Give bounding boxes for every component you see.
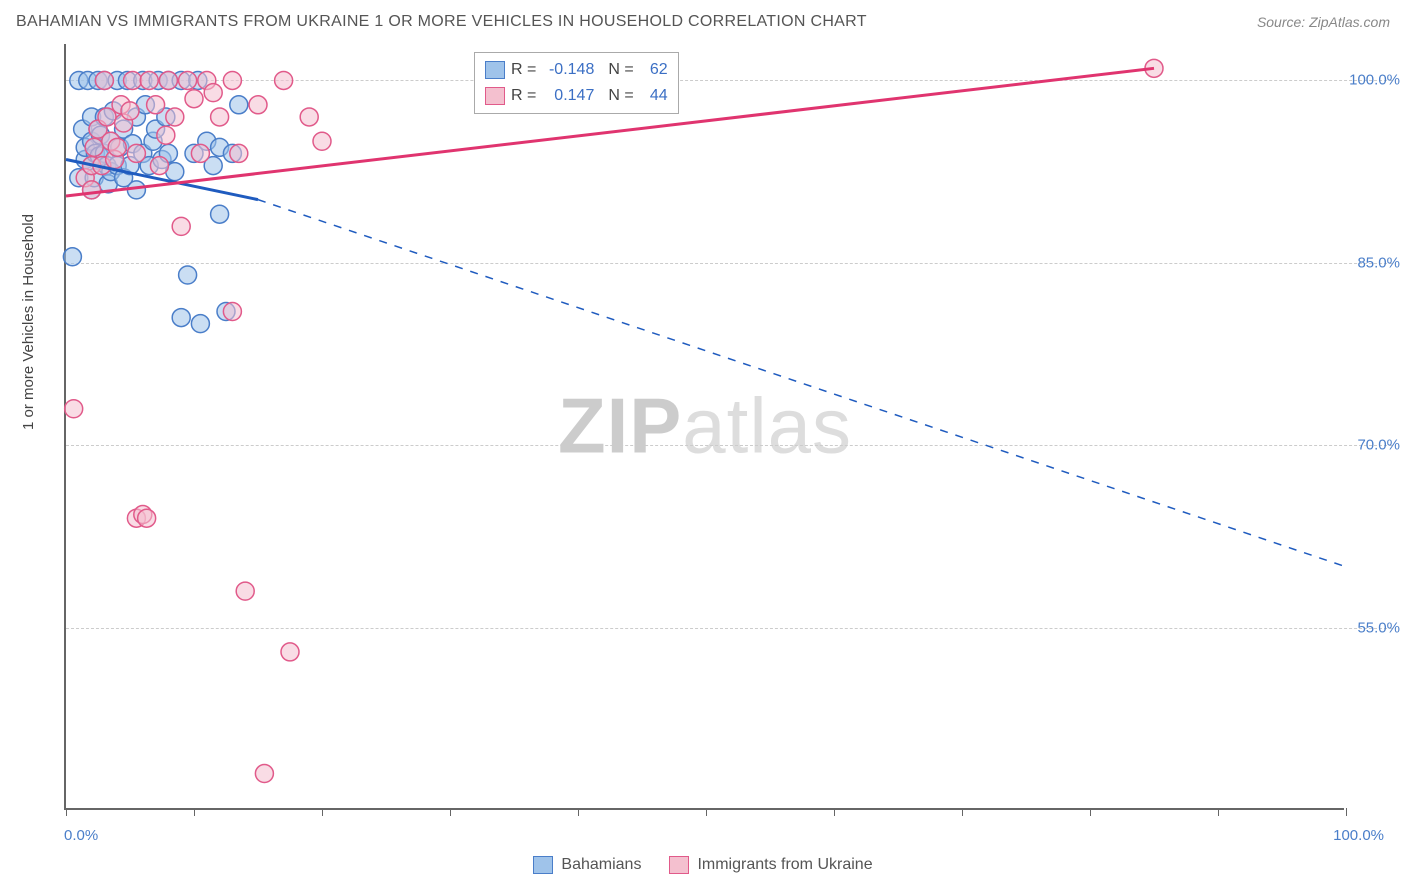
stats-row: R = -0.148 N = 62 <box>485 57 668 83</box>
stats-row: R = 0.147 N = 44 <box>485 83 668 109</box>
scatter-point <box>179 266 197 284</box>
scatter-point <box>147 96 165 114</box>
x-tick <box>322 808 323 816</box>
scatter-point <box>313 132 331 150</box>
x-tick <box>706 808 707 816</box>
scatter-point <box>236 582 254 600</box>
scatter-point <box>275 71 293 89</box>
legend-item: Bahamians <box>533 856 641 874</box>
scatter-point <box>211 205 229 223</box>
scatter-point <box>172 309 190 327</box>
scatter-point <box>166 108 184 126</box>
stat-r-label: R = <box>511 87 536 105</box>
scatter-point <box>140 71 158 89</box>
stat-r-value: -0.148 <box>542 61 594 79</box>
x-tick <box>578 808 579 816</box>
x-tick <box>1218 808 1219 816</box>
legend-swatch <box>485 87 505 105</box>
scatter-point <box>65 400 83 418</box>
scatter-point <box>204 84 222 102</box>
legend: Bahamians Immigrants from Ukraine <box>0 856 1406 874</box>
stat-n-value: 62 <box>640 61 668 79</box>
y-tick-label: 85.0% <box>1357 254 1400 271</box>
legend-label: Immigrants from Ukraine <box>697 856 872 874</box>
y-axis-title: 1 or more Vehicles in Household <box>20 214 37 430</box>
scatter-point <box>230 96 248 114</box>
x-tick <box>66 808 67 816</box>
scatter-point <box>185 90 203 108</box>
trend-line-extrapolated <box>258 200 1346 567</box>
x-tick <box>962 808 963 816</box>
scatter-point <box>230 144 248 162</box>
scatter-point <box>223 302 241 320</box>
x-tick <box>194 808 195 816</box>
scatter-point <box>281 643 299 661</box>
x-tick <box>834 808 835 816</box>
scatter-point <box>124 71 142 89</box>
source-label: Source: ZipAtlas.com <box>1257 14 1390 30</box>
chart-area: ZIPatlas 100.0%85.0%70.0%55.0% R =-0.148… <box>64 44 1344 810</box>
stat-n-value: 44 <box>640 87 668 105</box>
scatter-point <box>138 509 156 527</box>
legend-item: Immigrants from Ukraine <box>669 856 872 874</box>
scatter-point <box>249 96 267 114</box>
page-title: BAHAMIAN VS IMMIGRANTS FROM UKRAINE 1 OR… <box>16 13 867 31</box>
x-tick <box>1090 808 1091 816</box>
scatter-point <box>83 181 101 199</box>
legend-label: Bahamians <box>561 856 641 874</box>
stat-r-value: 0.147 <box>542 87 594 105</box>
legend-swatch <box>669 856 689 874</box>
y-tick-label: 55.0% <box>1357 619 1400 636</box>
scatter-point <box>121 102 139 120</box>
x-tick <box>1346 808 1347 816</box>
x-tick <box>450 808 451 816</box>
scatter-point <box>211 108 229 126</box>
scatter-point <box>159 71 177 89</box>
scatter-point <box>223 71 241 89</box>
scatter-point <box>179 71 197 89</box>
scatter-point <box>108 138 126 156</box>
scatter-point <box>191 144 209 162</box>
legend-swatch <box>533 856 553 874</box>
stat-n-label: N = <box>608 61 633 79</box>
y-tick-label: 100.0% <box>1349 72 1400 89</box>
scatter-point <box>255 765 273 783</box>
legend-swatch <box>485 61 505 79</box>
stat-n-label: N = <box>608 87 633 105</box>
scatter-point <box>300 108 318 126</box>
stat-r-label: R = <box>511 61 536 79</box>
scatter-point <box>127 144 145 162</box>
scatter-point <box>172 217 190 235</box>
scatter-point <box>191 315 209 333</box>
x-axis-max-label: 100.0% <box>1333 827 1384 844</box>
stats-box: R = -0.148 N = 62 R = 0.147 N = 44 <box>474 52 679 114</box>
scatter-point <box>157 126 175 144</box>
scatter-point <box>150 157 168 175</box>
scatter-point <box>85 138 103 156</box>
scatter-point <box>95 71 113 89</box>
scatter-point <box>63 248 81 266</box>
scatter-plot <box>66 44 1344 808</box>
x-axis-min-label: 0.0% <box>64 827 98 844</box>
y-tick-label: 70.0% <box>1357 437 1400 454</box>
